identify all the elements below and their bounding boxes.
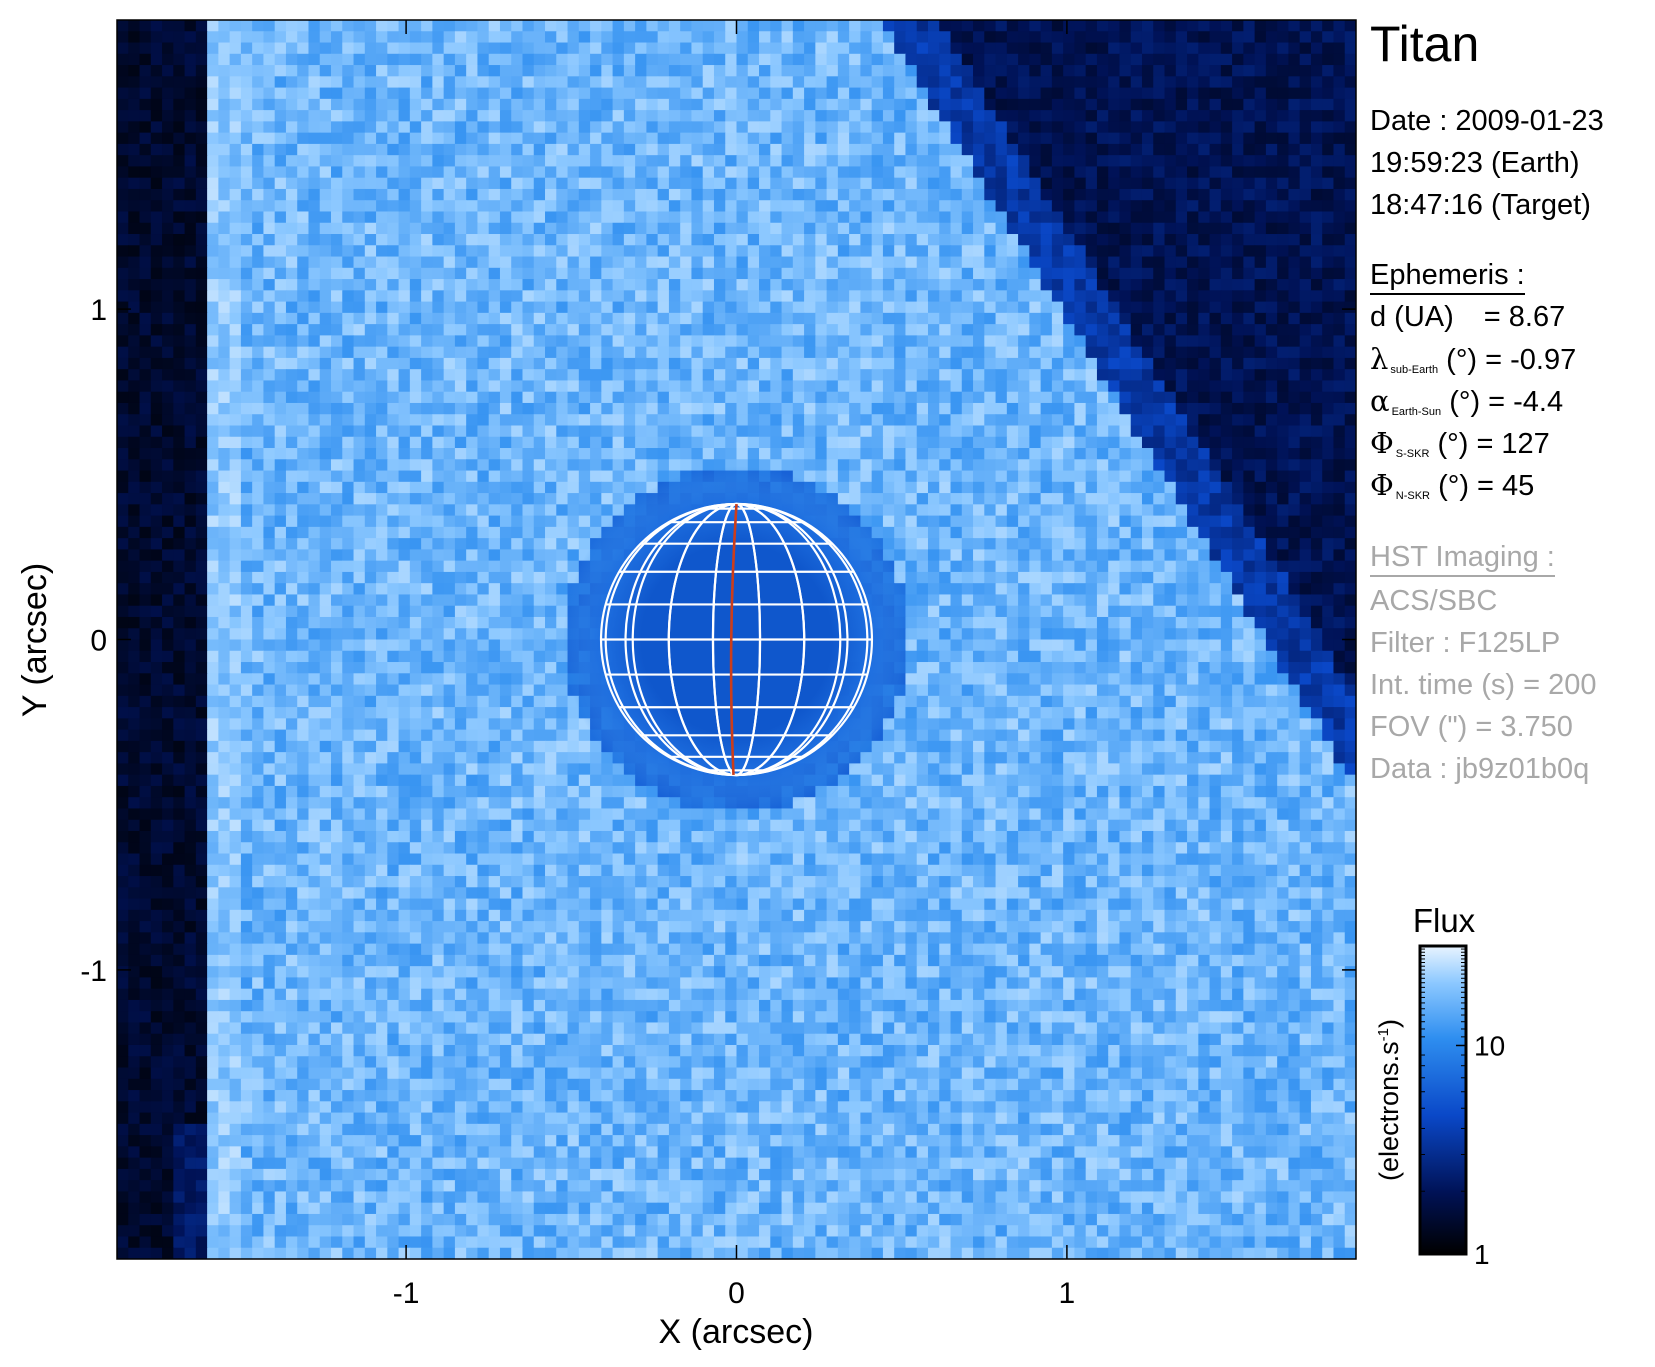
x-axis-label: X (arcsec)	[659, 1313, 814, 1351]
earth-time: 19:59:23 (Earth)	[1370, 147, 1580, 179]
y-axis: -1 0 1	[80, 294, 1356, 988]
colorbar: Flux 1 10 (electrons.s-1)	[1374, 902, 1505, 1270]
x-tick-label: 0	[728, 1277, 745, 1310]
x-tick-label: -1	[393, 1277, 420, 1310]
target-title: Titan	[1370, 16, 1480, 72]
colorbar-ticks: 1 10	[1420, 948, 1505, 1270]
y-tick-label: 1	[90, 294, 107, 327]
sub-earth-longitude-row: λ sub-Earth (°) = -0.97	[1370, 342, 1577, 376]
colorbar-tick-label: 10	[1474, 1030, 1505, 1061]
distance-row: d (UA) = 8.67	[1370, 301, 1566, 333]
integration-time: Int. time (s) = 200	[1370, 669, 1597, 701]
y-axis-label: Y (arcsec)	[16, 563, 54, 717]
y-tick-label: 0	[90, 625, 107, 658]
data-id: Data : jb9z01b0q	[1370, 753, 1590, 785]
instrument: ACS/SBC	[1370, 585, 1498, 617]
phase-angle-row: α Earth-Sun (°) = -4.4	[1370, 384, 1564, 418]
heatmap-image	[117, 20, 1356, 1259]
target-time: 18:47:16 (Target)	[1370, 189, 1591, 221]
phi-s-skr-row: Φ S-SKR (°) = 127	[1370, 426, 1550, 460]
colorbar-title: Flux	[1413, 902, 1476, 939]
y-tick-label: -1	[80, 955, 107, 988]
hst-header: HST Imaging :	[1370, 536, 1555, 578]
planet-graticule	[599, 502, 874, 777]
filter: Filter : F125LP	[1370, 627, 1561, 659]
phi-n-skr-row: Φ N-SKR (°) = 45	[1370, 468, 1535, 502]
colorbar-gradient	[1418, 944, 1468, 1256]
central-meridian	[729, 503, 738, 776]
heatmap-plot-area	[117, 20, 1356, 1259]
colorbar-tick-label: 1	[1474, 1239, 1490, 1270]
field-of-view: FOV (") = 3.750	[1370, 711, 1573, 743]
ephemeris-header: Ephemeris :	[1370, 254, 1525, 296]
x-axis: -1 0 1	[393, 20, 1075, 1310]
date-line: Date : 2009-01-23	[1370, 105, 1604, 137]
colorbar-label: (electrons.s-1)	[1374, 1019, 1404, 1181]
x-tick-label: 1	[1059, 1277, 1076, 1310]
